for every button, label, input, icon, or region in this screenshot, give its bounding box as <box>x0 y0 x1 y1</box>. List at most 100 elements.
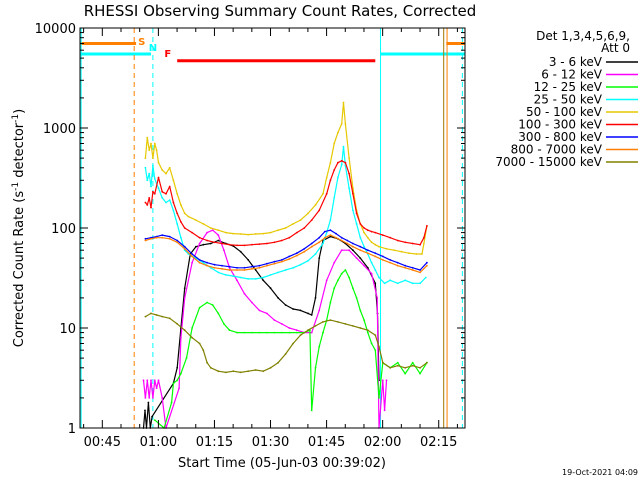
series-2 <box>153 269 428 429</box>
series-3-point-8 <box>161 197 164 199</box>
series-4-point-5 <box>153 142 156 145</box>
series-4-point-10 <box>168 166 171 169</box>
series-5-point-21 <box>243 244 246 247</box>
series-4-point-47 <box>370 241 373 244</box>
series-7-point-9 <box>206 264 209 267</box>
series-8-point-13 <box>224 371 227 374</box>
series-1-point-13 <box>183 297 186 299</box>
series-8-point-20 <box>277 361 279 364</box>
series-8-point-28 <box>337 321 339 323</box>
series-2-point-13 <box>228 329 231 332</box>
series-8-point-3 <box>161 315 164 318</box>
series-3-point-38 <box>340 163 343 166</box>
series-3-point-21 <box>232 275 235 277</box>
series-6-point-17 <box>266 262 268 265</box>
series-7-point-23 <box>310 245 313 248</box>
series-6-point-25 <box>323 230 326 233</box>
series-4-point-2 <box>148 149 151 152</box>
series-4-point-27 <box>277 229 279 232</box>
series-4-point-48 <box>374 243 377 246</box>
series-2-point-41 <box>370 342 373 345</box>
series-1-point-28 <box>288 327 291 329</box>
series-1-point-26 <box>273 319 276 321</box>
series-5-point-22 <box>251 243 253 246</box>
series-4-point-6 <box>155 149 158 152</box>
series-5-point-14 <box>191 231 194 234</box>
series-3-point-3 <box>150 185 152 188</box>
series-2-point-11 <box>217 312 220 315</box>
series-6-point-33 <box>374 252 377 255</box>
series-4-point-54 <box>415 253 418 255</box>
series-5-point-2 <box>148 197 151 199</box>
series-5-point-23 <box>258 243 261 246</box>
series-3-point-31 <box>307 259 309 262</box>
series-2-point-32 <box>337 279 339 282</box>
series-1-point-8 <box>157 379 160 382</box>
series-2-point-25 <box>310 409 313 412</box>
series-6-point-20 <box>288 255 291 258</box>
series-0-point-20 <box>262 279 265 282</box>
series-5-point-26 <box>280 239 283 242</box>
series-5-point-48 <box>396 239 399 242</box>
series-4-point-35 <box>329 161 332 164</box>
series-3-point-12 <box>176 223 179 225</box>
series-0-point-21 <box>269 287 272 290</box>
series-2-point-18 <box>266 331 268 334</box>
series-3-point-43 <box>355 223 358 225</box>
series-1-point-0 <box>142 379 145 382</box>
legend-label-1: 6 - 12 keV <box>541 68 603 82</box>
series-6-point-29 <box>346 239 349 242</box>
series-7-point-22 <box>303 250 306 253</box>
series-5-point-3 <box>150 206 152 209</box>
legend-label-3: 25 - 50 keV <box>534 93 603 107</box>
series-2-point-36 <box>352 287 354 290</box>
series-3 <box>144 145 427 285</box>
series-2-point-49 <box>419 372 421 375</box>
series-4-point-53 <box>408 252 410 255</box>
series-3-point-47 <box>370 261 373 264</box>
series-3-point-30 <box>299 263 302 266</box>
series-1-point-2 <box>146 379 149 382</box>
series-8-point-32 <box>366 329 369 332</box>
series-6-point-37 <box>404 264 407 267</box>
series-0-point-27 <box>310 314 313 316</box>
series-5-point-34 <box>333 169 336 171</box>
series-3-point-5 <box>153 178 156 180</box>
series-4-point-4 <box>152 157 154 160</box>
series-1-point-44 <box>385 379 388 382</box>
series-6-point-12 <box>228 265 231 268</box>
series-7-point-14 <box>243 269 246 271</box>
series-1-point-27 <box>280 323 283 325</box>
series-5-point-29 <box>303 227 306 229</box>
series-2-point-34 <box>344 269 347 271</box>
series-3-point-4 <box>152 164 154 167</box>
series-4-point-15 <box>187 215 190 218</box>
series-3-point-35 <box>329 219 332 222</box>
series-0-point-29 <box>318 257 321 259</box>
y-axis-label-sup-1: -1 <box>11 182 21 191</box>
series-0-point-24 <box>292 308 294 310</box>
series-3-point-55 <box>419 282 421 285</box>
series-2-point-5 <box>180 372 182 375</box>
series-6-point-24 <box>318 236 321 239</box>
series-3-point-34 <box>325 231 328 234</box>
series-1-point-38 <box>363 264 365 267</box>
series-6-point-27 <box>335 232 337 235</box>
series-0-point-22 <box>277 297 279 299</box>
series-5-point-15 <box>198 236 201 239</box>
x-tick-label-3: 01:30 <box>252 435 289 450</box>
series-2-point-17 <box>258 331 261 334</box>
y-axis-label-end: ) <box>12 109 27 114</box>
series-6-point-0 <box>144 237 147 240</box>
series-5-point-36 <box>340 159 343 162</box>
series-5-point-51 <box>419 243 421 246</box>
series-4-point-40 <box>344 123 347 125</box>
series-7-point-35 <box>389 261 392 264</box>
series-3-point-45 <box>363 245 365 248</box>
series-4-point-16 <box>195 219 197 222</box>
series-0-point-36 <box>366 266 369 269</box>
series-5-point-39 <box>352 192 354 195</box>
chart-title: RHESSI Observing Summary Count Rates, Co… <box>84 2 477 20</box>
series-1-point-32 <box>318 309 321 312</box>
series-2-point-0 <box>153 419 156 421</box>
